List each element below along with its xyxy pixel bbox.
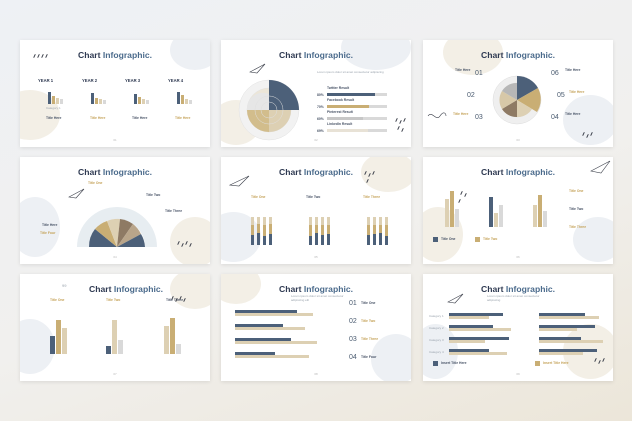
page-number: 02: [314, 138, 318, 142]
slide-title: Chart Infographic.: [77, 50, 153, 60]
stacked-bar-chart: [307, 215, 333, 245]
radial-chart: [492, 75, 542, 125]
page-number: 01: [113, 138, 117, 142]
slide-title: Chart Infographic.: [480, 167, 556, 177]
radial-chart: [238, 79, 300, 141]
slide-thumbnail-6[interactable]: Chart Infographic. Title One Title Two T…: [423, 157, 613, 264]
half-donut-chart: [77, 207, 157, 247]
paper-plane-icon: [249, 63, 266, 74]
title-label: Title Here: [46, 116, 62, 120]
slide-title: Chart Infographic.: [88, 284, 164, 294]
slide-title: Chart Infographic.: [278, 167, 354, 177]
title-label: Title Here: [132, 116, 148, 120]
slide-title: Chart Infographic.: [278, 284, 354, 294]
slide-thumbnail-9[interactable]: Chart Infographic. Lorem ipsum dolor sit…: [423, 274, 613, 381]
year-label: YEAR 2: [82, 78, 98, 83]
swirl-icon: [427, 112, 447, 118]
bar-chart: [160, 316, 190, 354]
title-label: Title Here: [90, 116, 106, 120]
bar-chart: [529, 187, 559, 227]
bar-chart: [102, 316, 132, 354]
year-label: YEAR 3: [125, 78, 141, 83]
page-number: 04: [113, 255, 117, 259]
year-label: YEAR 1: [38, 78, 54, 83]
bar-chart: [46, 316, 76, 354]
stacked-bar-chart: [365, 215, 391, 245]
slide-thumbnail-8[interactable]: Chart Infographic. Lorem ipsum dolor sit…: [221, 274, 411, 381]
page-number: 03: [516, 138, 520, 142]
year-label: YEAR 4: [168, 78, 184, 83]
page-number: 09: [516, 372, 520, 376]
horizontal-bar-chart: [539, 312, 609, 356]
slide-thumbnail-1[interactable]: Chart Infographic. YEAR 1 YEAR 2 YEAR 3 …: [20, 40, 210, 147]
horizontal-bar-chart: [235, 308, 335, 364]
paper-plane-icon: [447, 293, 464, 304]
bar-chart: [485, 187, 515, 227]
slide-title: Chart Infographic.: [480, 284, 556, 294]
horizontal-bar-chart: [449, 312, 519, 356]
slide-title: Chart Infographic.: [480, 50, 556, 60]
slide-thumbnail-2[interactable]: Chart Infographic. Lorem ipsum dolor sit…: [221, 40, 411, 147]
page-number: 05: [314, 255, 318, 259]
slide-title: Chart Infographic.: [77, 167, 153, 177]
bar-chart: [441, 187, 471, 227]
mini-bar-chart: [46, 90, 68, 104]
slide-thumbnail-5[interactable]: Chart Infographic. Title One Title Two T…: [221, 157, 411, 264]
paper-plane-icon: [229, 175, 250, 187]
category-label: Category 1: [46, 106, 61, 110]
slide-title: Chart Infographic.: [278, 50, 354, 60]
slide-thumbnail-7[interactable]: Chart Infographic. 99 Title One Title Tw…: [20, 274, 210, 381]
title-label: Title Here: [175, 116, 191, 120]
stacked-bar-chart: [249, 215, 275, 245]
slide-thumbnail-4[interactable]: Chart Infographic. Title One Title Two T…: [20, 157, 210, 264]
mini-bar-chart: [132, 90, 154, 104]
slide-thumbnail-3[interactable]: Chart Infographic. 01 02 03 06 05 04 Tit…: [423, 40, 613, 147]
page-number: 08: [314, 372, 318, 376]
mini-bar-chart: [175, 90, 197, 104]
paper-plane-icon: [590, 160, 611, 174]
page-number: 06: [516, 255, 520, 259]
page-number: 07: [113, 372, 117, 376]
mini-bar-chart: [89, 90, 111, 104]
paper-plane-icon: [68, 188, 85, 199]
